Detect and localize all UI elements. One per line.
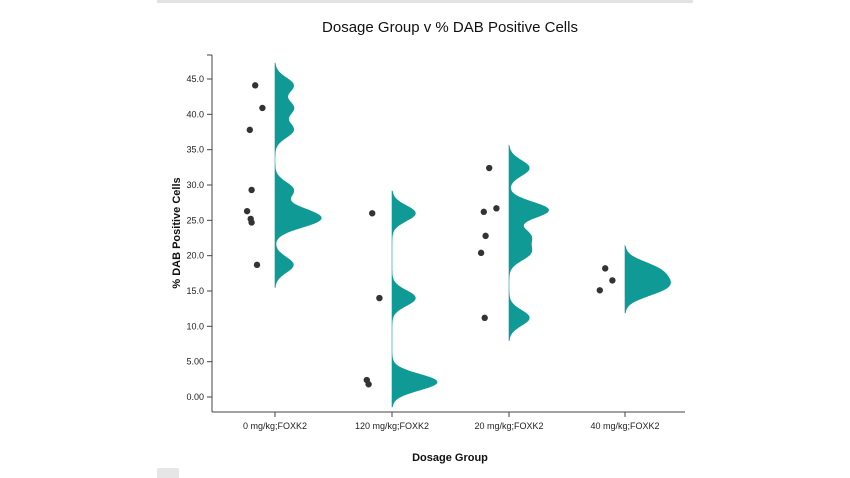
half-violin xyxy=(274,62,322,288)
x-tick-label: 120 mg/kg;FOXK2 xyxy=(355,421,429,431)
data-point xyxy=(482,232,489,240)
data-point xyxy=(477,249,485,257)
top-border xyxy=(157,0,693,3)
data-point xyxy=(481,314,488,322)
half-violin xyxy=(508,144,549,341)
y-tick-label: 0.00 xyxy=(186,392,204,402)
chart-title: Dosage Group v % DAB Positive Cells xyxy=(322,19,578,36)
data-point xyxy=(602,265,609,272)
data-point xyxy=(596,287,603,294)
data-point xyxy=(493,205,500,212)
data-point xyxy=(369,210,376,217)
y-axis-label: % DAB Positive Cells xyxy=(171,177,183,288)
data-point xyxy=(248,186,255,194)
x-tick-label: 0 mg/kg;FOXK2 xyxy=(243,421,307,431)
y-tick-label: 5.00 xyxy=(186,357,204,367)
data-point xyxy=(246,126,253,134)
y-tick-label: 30.0 xyxy=(186,180,204,190)
data-point xyxy=(609,277,616,284)
y-tick-label: 20.0 xyxy=(186,251,204,261)
half-violin xyxy=(391,190,438,408)
y-tick-label: 25.0 xyxy=(186,215,204,225)
y-tick-label: 10.0 xyxy=(186,321,204,331)
data-point xyxy=(480,208,487,216)
data-point xyxy=(252,82,259,89)
y-tick-label: 40.0 xyxy=(186,109,204,119)
data-point xyxy=(365,381,372,388)
data-point xyxy=(486,164,493,172)
data-point xyxy=(253,261,261,269)
data-point xyxy=(248,219,255,226)
x-axis-label: Dosage Group xyxy=(412,452,488,464)
y-tick-label: 15.0 xyxy=(186,286,204,296)
bottom-tab xyxy=(157,468,179,478)
data-point xyxy=(376,294,383,302)
x-tick-label: 20 mg/kg;FOXK2 xyxy=(474,421,543,431)
half-violin xyxy=(624,244,671,314)
y-tick-label: 35.0 xyxy=(186,145,204,155)
data-point xyxy=(259,104,266,112)
data-point xyxy=(243,207,251,215)
x-tick-label: 40 mg/kg;FOXK2 xyxy=(590,421,659,431)
y-tick-label: 45.0 xyxy=(186,74,204,84)
